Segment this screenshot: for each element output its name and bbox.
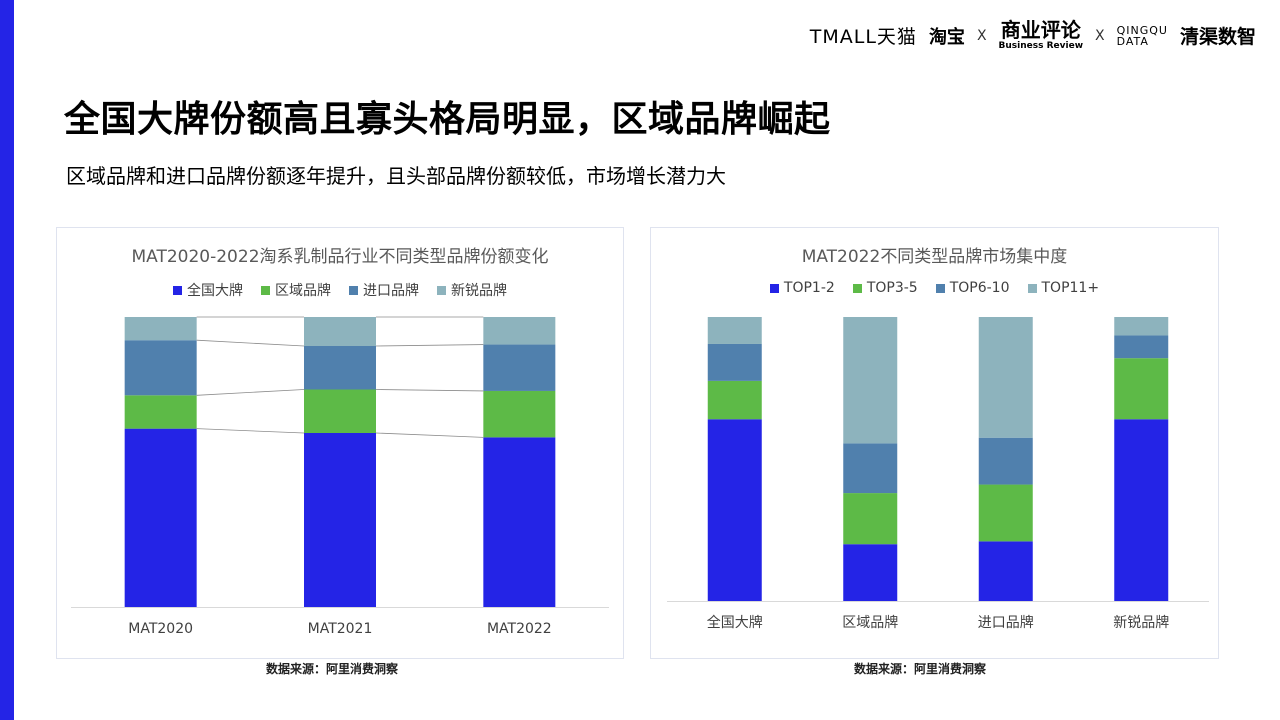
tmall-logo: TMALL天猫: [809, 26, 917, 48]
legend-swatch: [173, 285, 182, 295]
business-review-cn: 商业评论: [1000, 18, 1081, 42]
bar-segment: [483, 390, 556, 438]
bar-segment: [1114, 419, 1169, 601]
bar-segment: [978, 484, 1033, 542]
legend-item: 新锐品牌: [437, 280, 507, 300]
logo-separator: X: [1095, 27, 1105, 44]
qingqu-cn-logo: 清渠数智: [1179, 26, 1256, 48]
chart-title: MAT2022不同类型品牌市场集中度: [801, 247, 1068, 267]
bar-segment: [978, 317, 1033, 438]
series-connector-line: [196, 339, 305, 347]
legend-label: 新锐品牌: [451, 283, 507, 299]
series-connector-line: [375, 389, 484, 392]
chart-title: MAT2020-2022淘系乳制品行业不同类型品牌份额变化: [131, 247, 549, 267]
bar-segment: [124, 428, 197, 607]
series-connector-line: [196, 389, 305, 396]
legend-swatch: [769, 283, 779, 293]
legend-swatch: [261, 285, 270, 295]
business-review-en: Business Review: [998, 41, 1084, 51]
stacked-bar-chart-concentration: 全国大牌 区域品牌 进口品牌 新锐品牌: [667, 317, 1209, 631]
series-connector-line: [375, 344, 484, 347]
legend-item: 区域品牌: [261, 280, 331, 300]
bar-segment: [304, 433, 376, 607]
bar-segment: [1114, 335, 1169, 359]
chart-panel-share-change: MAT2020-2022淘系乳制品行业不同类型品牌份额变化 全国大牌 区域品牌 …: [56, 227, 624, 659]
x-tick-label: 新锐品牌: [1113, 614, 1169, 631]
bar-segment: [707, 380, 762, 420]
qingqu-data-logo: QINGQU DATA: [1117, 25, 1168, 47]
legend-item: 全国大牌: [173, 280, 243, 300]
x-tick-label: 进口品牌: [978, 614, 1034, 631]
bar-segment: [978, 541, 1033, 601]
x-tick-label: MAT2022: [487, 621, 552, 637]
legend-swatch: [852, 283, 862, 293]
business-review-logo: 商业评论 Business Review: [999, 20, 1083, 51]
bar-segment: [843, 493, 898, 545]
legend-label: 进口品牌: [363, 283, 419, 299]
bar-segment: [304, 317, 376, 346]
bar-segment: [843, 544, 898, 601]
legend-label: TOP3-5: [866, 280, 918, 296]
bar-segment: [707, 343, 762, 381]
accent-bar: [0, 0, 14, 720]
bar-segment: [707, 317, 762, 344]
legend-item: TOP1-2: [769, 280, 835, 296]
taobao-logo: 淘宝: [928, 26, 965, 48]
legend-label: TOP6-10: [949, 280, 1010, 296]
legend-swatch: [1027, 283, 1037, 293]
legend-swatch: [349, 285, 358, 295]
partner-logos: TMALL天猫 淘宝 X 商业评论 Business Review X QING…: [810, 20, 1256, 51]
bar-segment: [843, 317, 898, 444]
bar-segment: [304, 346, 376, 390]
legend-item: 进口品牌: [349, 280, 419, 300]
bar-segment: [124, 340, 197, 396]
data-source-note: 数据来源：阿里消费洞察: [266, 662, 399, 676]
bar-segment: [124, 317, 197, 341]
x-tick-label: MAT2021: [308, 621, 373, 637]
legend-swatch: [437, 285, 446, 295]
page-subtitle: 区域品牌和进口品牌份额逐年提升，且头部品牌份额较低，市场增长潜力大: [66, 164, 726, 188]
qingqu-data-line1: QINGQU: [1116, 23, 1168, 37]
legend-item: TOP11+: [1027, 280, 1100, 296]
series-connector-line: [375, 432, 484, 438]
chart-legend: 全国大牌 区域品牌 进口品牌 新锐品牌: [57, 280, 623, 300]
chart-panel-concentration: MAT2022不同类型品牌市场集中度 TOP1-2 TOP3-5 TOP6-10…: [650, 227, 1219, 659]
bar-segment: [707, 419, 762, 601]
bar-segment: [483, 317, 556, 345]
bar-segment: [483, 344, 556, 391]
bar-segment: [483, 437, 556, 607]
legend-item: TOP3-5: [852, 280, 918, 296]
bar-segment: [843, 443, 898, 494]
bar-segment: [124, 395, 197, 429]
x-tick-label: MAT2020: [128, 621, 193, 637]
bar-segment: [1114, 317, 1169, 336]
x-tick-label: 区域品牌: [842, 614, 898, 631]
qingqu-data-line2: DATA: [1116, 34, 1149, 48]
bar-segment: [304, 389, 376, 433]
legend-label: 区域品牌: [275, 283, 331, 299]
legend-swatch: [935, 283, 945, 293]
legend-label: TOP1-2: [783, 280, 835, 296]
data-source-note: 数据来源：阿里消费洞察: [854, 662, 987, 676]
legend-item: TOP6-10: [935, 280, 1010, 296]
legend-label: TOP11+: [1041, 280, 1100, 296]
chart-legend: TOP1-2 TOP3-5 TOP6-10 TOP11+: [651, 280, 1218, 296]
bar-segment: [1114, 358, 1169, 420]
series-connector-line: [196, 428, 305, 434]
stacked-bar-chart-share-change: MAT2020 MAT2021 MAT2022: [71, 316, 609, 637]
legend-label: 全国大牌: [187, 283, 243, 299]
page-title: 全国大牌份额高且寡头格局明显，区域品牌崛起: [64, 99, 831, 140]
bar-segment: [978, 437, 1033, 485]
x-tick-label: 全国大牌: [707, 614, 763, 631]
logo-separator: X: [976, 27, 987, 44]
